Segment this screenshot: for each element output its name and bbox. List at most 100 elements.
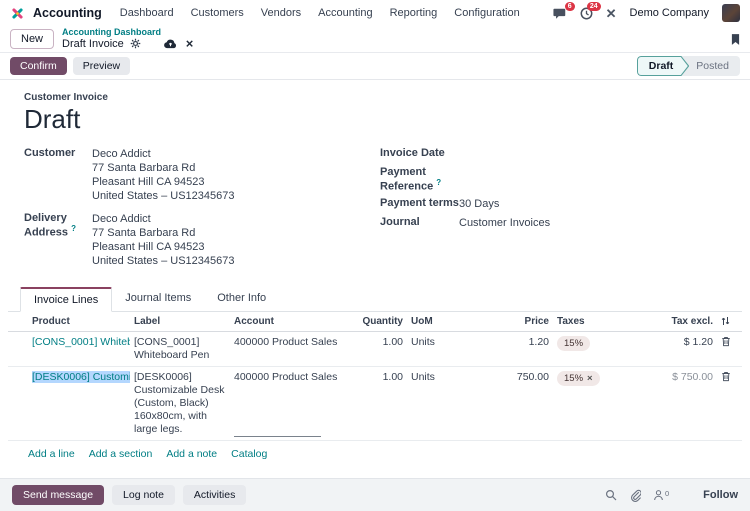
col-quantity[interactable]: Quantity — [355, 311, 407, 332]
invoice-form-sheet: Customer Invoice Draft Customer Deco Add… — [0, 80, 750, 511]
line-product[interactable]: [CONS_0001] Whiteboard Pen — [28, 331, 130, 367]
preview-button[interactable]: Preview — [72, 57, 131, 75]
new-button[interactable]: New — [10, 29, 55, 49]
notebook-tabs: Invoice Lines Journal Items Other Info — [8, 286, 742, 312]
payment-reference-label: Payment Reference ? — [380, 165, 442, 193]
line-price[interactable]: 750.00 — [455, 366, 553, 441]
journal-label: Journal — [380, 216, 420, 229]
field-payment-reference: Payment Reference ? — [380, 166, 742, 193]
menu-reporting[interactable]: Reporting — [389, 7, 438, 19]
remove-tax-icon[interactable]: × — [587, 372, 593, 384]
customer-label: Customer — [24, 146, 76, 159]
menu-accounting[interactable]: Accounting — [318, 7, 373, 19]
add-note-link[interactable]: Add a note — [166, 447, 218, 460]
line-subtotal: $ 750.00 — [631, 366, 717, 441]
menu-customers[interactable]: Customers — [190, 7, 244, 19]
customer-value[interactable]: Deco Addict 77 Santa Barbara Rd Pleasant… — [92, 147, 235, 202]
log-note-button[interactable]: Log note — [112, 485, 175, 505]
follower-count: 0 — [665, 489, 670, 498]
discard-icon[interactable]: × — [185, 36, 194, 52]
app-name[interactable]: Accounting — [33, 6, 102, 20]
col-account[interactable]: Account — [230, 311, 355, 332]
field-payment-terms: Payment terms 30 Days — [380, 197, 742, 211]
field-customer: Customer Deco Addict 77 Santa Barbara Rd… — [24, 147, 380, 203]
line-action-links: Add a line Add a section Add a note Cata… — [8, 441, 742, 469]
activities-button[interactable]: Activities — [182, 485, 247, 505]
top-navigation-bar: Accounting Dashboard Customers Vendors A… — [0, 0, 750, 26]
line-quantity[interactable]: 1.00 — [355, 331, 407, 367]
catalog-link[interactable]: Catalog — [231, 447, 268, 460]
search-messages-icon[interactable] — [605, 489, 617, 501]
delivery-address-value[interactable]: Deco Addict 77 Santa Barbara Rd Pleasant… — [92, 212, 235, 267]
invoice-line-row-editing: [DESK0006] Customizable-D→ [DESK0006] Cu… — [8, 366, 742, 441]
delivery-help-icon[interactable]: ? — [71, 223, 76, 233]
menu-dashboard[interactable]: Dashboard — [119, 7, 174, 19]
attachments-icon[interactable] — [629, 489, 641, 502]
page-title: Draft — [24, 104, 81, 134]
line-quantity[interactable]: 1.00 — [355, 366, 407, 441]
activities-badge: 24 — [586, 1, 601, 12]
add-section-link[interactable]: Add a section — [88, 447, 153, 460]
delete-line-icon[interactable] — [721, 336, 738, 347]
invoice-date-label: Invoice Date — [380, 146, 445, 159]
save-cloud-icon[interactable] — [163, 38, 178, 49]
gear-actions-icon[interactable] — [130, 38, 141, 49]
confirm-button[interactable]: Confirm — [10, 57, 67, 75]
activities-clock-icon[interactable]: 24 — [580, 1, 601, 20]
company-switcher[interactable]: Demo Company — [629, 7, 709, 19]
follow-button[interactable]: Follow — [703, 489, 738, 501]
line-price[interactable]: 1.20 — [455, 331, 553, 367]
menu-configuration[interactable]: Configuration — [454, 7, 520, 19]
send-message-button[interactable]: Send message — [12, 485, 105, 505]
payment-terms-label: Payment terms — [380, 197, 459, 210]
systray-shortcuts-icon[interactable]: ✕ — [605, 5, 617, 21]
line-account[interactable]: 400000 Product Sales — [230, 331, 355, 367]
col-label[interactable]: Label — [130, 311, 230, 332]
statusbar: Draft Posted — [636, 56, 740, 76]
line-label[interactable]: [CONS_0001] Whiteboard Pen — [130, 331, 230, 367]
optional-columns-icon[interactable] — [721, 316, 738, 326]
field-delivery-address: Delivery Address ? Deco Addict 77 Santa … — [24, 212, 380, 268]
tab-invoice-lines[interactable]: Invoice Lines — [20, 286, 113, 312]
tab-other-info[interactable]: Other Info — [217, 291, 267, 304]
delete-line-icon[interactable] — [721, 371, 738, 382]
breadcrumb-parent-link[interactable]: Accounting Dashboard — [62, 26, 162, 37]
delivery-address-label: Delivery Address ? — [24, 211, 76, 239]
col-taxes[interactable]: Taxes — [553, 311, 631, 332]
invoice-fields: Customer Deco Addict 77 Santa Barbara Rd… — [24, 147, 742, 277]
col-product[interactable]: Product — [28, 311, 130, 332]
tab-journal-items[interactable]: Journal Items — [125, 291, 192, 304]
line-tax-badge[interactable]: 15% × — [557, 370, 600, 386]
status-draft-label: Draft — [648, 60, 674, 72]
journal-value[interactable]: Customer Invoices — [459, 217, 551, 230]
main-menu: Dashboard Customers Vendors Accounting R… — [120, 7, 520, 19]
line-account-input[interactable]: 400000 Product Sales — [230, 366, 355, 441]
followers-icon[interactable]: 0 — [653, 489, 669, 501]
breadcrumb-current: Draft Invoice — [62, 37, 124, 50]
status-posted[interactable]: Posted — [696, 60, 729, 72]
menu-vendors[interactable]: Vendors — [260, 7, 302, 19]
status-draft[interactable]: Draft — [637, 56, 690, 76]
payment-terms-value[interactable]: 30 Days — [459, 198, 500, 211]
add-line-link[interactable]: Add a line — [28, 447, 75, 460]
systray: 6 24 ✕ Demo Company — [553, 1, 740, 22]
line-label[interactable]: [DESK0006] Customizable Desk (Custom, Bl… — [130, 366, 230, 441]
user-avatar[interactable] — [722, 4, 740, 22]
bookmark-icon[interactable] — [731, 33, 740, 46]
col-price[interactable]: Price — [455, 311, 553, 332]
breadcrumb: Accounting Dashboard Draft Invoice × — [62, 26, 194, 52]
payment-reference-help-icon[interactable]: ? — [436, 177, 442, 187]
line-uom[interactable]: Units — [407, 331, 455, 367]
line-tax-badge[interactable]: 15% — [557, 335, 591, 351]
col-uom[interactable]: UoM — [407, 311, 455, 332]
table-header-row: Product Label Account Quantity UoM Price… — [8, 311, 742, 332]
col-tax-excl[interactable]: Tax excl. — [631, 311, 717, 332]
messages-icon[interactable]: 6 — [553, 1, 575, 20]
chatter-bar: Send message Log note Activities 0 Follo… — [0, 478, 750, 511]
invoice-lines-table: Product Label Account Quantity UoM Price… — [8, 311, 742, 441]
invoice-line-row: [CONS_0001] Whiteboard Pen [CONS_0001] W… — [8, 331, 742, 367]
odoo-accounting-logo-icon[interactable] — [10, 6, 25, 21]
line-product-input[interactable]: [DESK0006] Customizable-D→ — [28, 366, 130, 441]
line-uom[interactable]: Units — [407, 366, 455, 441]
